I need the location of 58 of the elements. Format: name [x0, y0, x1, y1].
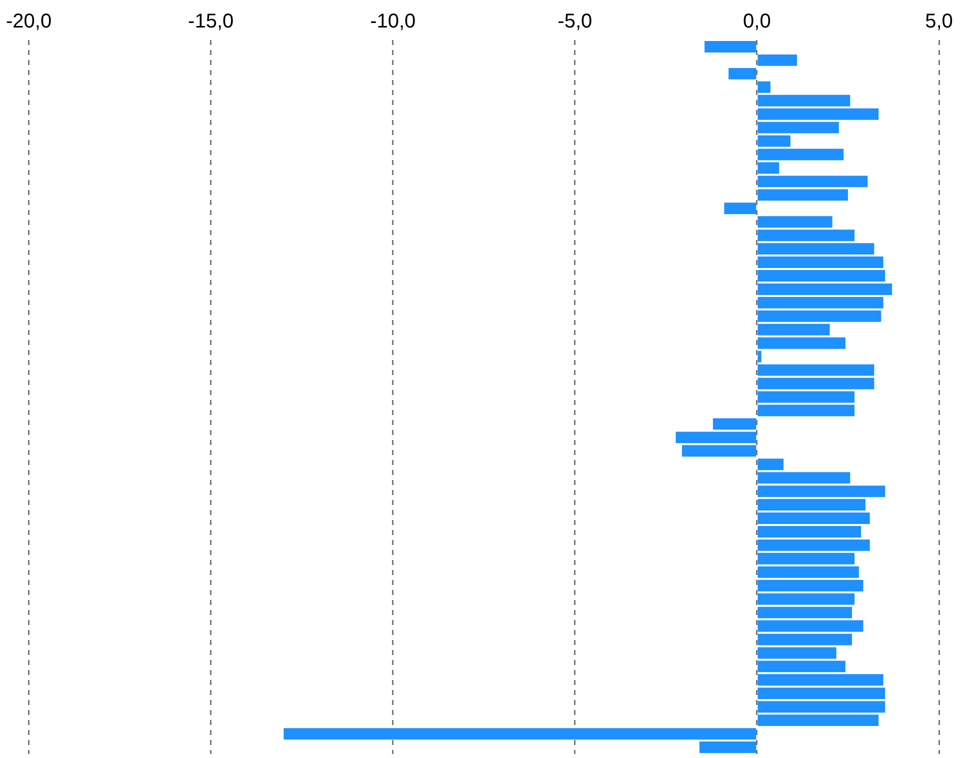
bar: [758, 526, 862, 538]
bar: [758, 539, 870, 551]
bar: [758, 404, 855, 416]
bar: [758, 486, 886, 498]
bar: [758, 364, 874, 376]
bar: [699, 742, 756, 753]
bar: [758, 337, 846, 349]
bar: [758, 122, 839, 134]
bar: [758, 472, 850, 484]
bar: [758, 606, 852, 618]
bar: [758, 189, 848, 201]
bar: [758, 270, 886, 282]
x-tick-label: -10,0: [370, 10, 416, 33]
bar: [758, 634, 852, 646]
bar: [758, 391, 855, 403]
bar: [728, 68, 756, 80]
bar: [758, 135, 790, 147]
bar: [758, 216, 832, 228]
bar: [758, 714, 879, 726]
bar: [758, 378, 874, 390]
bar: [758, 310, 882, 322]
bar: [758, 458, 784, 470]
x-tick-label: -15,0: [188, 10, 234, 33]
x-tick-label: 0,0: [743, 10, 771, 33]
bar: [676, 432, 756, 444]
bar: [704, 41, 756, 52]
bar: [758, 324, 830, 336]
bar: [758, 566, 859, 578]
x-tick-label: -5,0: [558, 10, 592, 33]
bar: [758, 243, 874, 255]
bar: [758, 580, 864, 592]
bar: [758, 296, 884, 308]
bar: [758, 499, 866, 510]
bar: [758, 54, 798, 66]
bar: [758, 701, 886, 713]
bar: [758, 94, 850, 106]
bar: [758, 148, 844, 160]
bar: [758, 81, 770, 93]
bar: [758, 674, 884, 686]
bar: [758, 552, 855, 564]
bar: [758, 256, 884, 268]
bar: [758, 350, 762, 362]
bar: [758, 620, 864, 632]
bar: [724, 202, 756, 214]
bar: [758, 162, 780, 174]
bar: [682, 445, 756, 457]
bar: [712, 418, 756, 430]
bar: [758, 593, 855, 605]
bar: [758, 108, 879, 120]
bar: [758, 688, 886, 700]
x-tick-label: 5,0: [925, 10, 953, 33]
bar: [758, 647, 836, 659]
bar: [758, 230, 855, 242]
bar: [758, 284, 892, 295]
bar: [758, 176, 868, 188]
bar: [758, 512, 870, 524]
x-tick-label: -20,0: [6, 10, 52, 33]
bar: [758, 660, 846, 672]
